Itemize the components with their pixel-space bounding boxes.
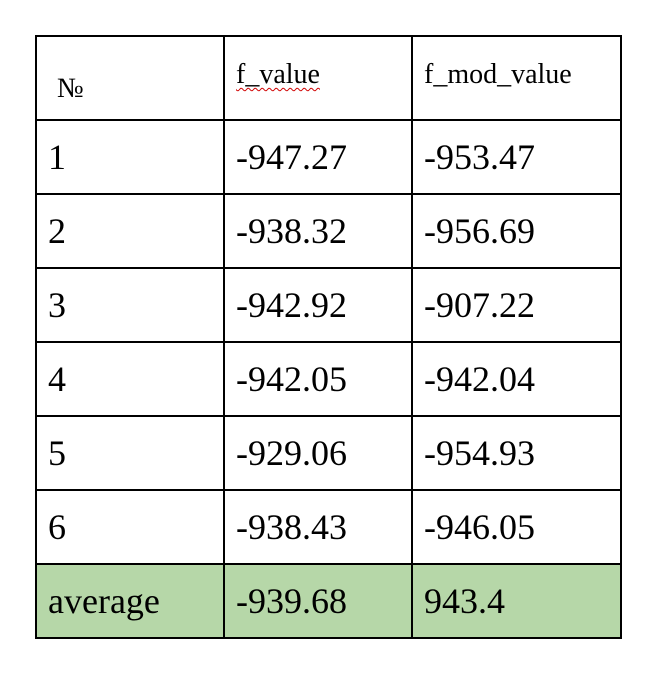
header-number: № — [35, 35, 225, 121]
row-number: 2 — [35, 193, 225, 269]
header-row: № f_value f_mod_value — [35, 35, 622, 121]
row-number: 5 — [35, 415, 225, 491]
average-f-mod-value: 943.4 — [411, 563, 622, 639]
results-table: № f_value f_mod_value 1 -947.27 -953.47 … — [35, 35, 622, 639]
average-f-value: -939.68 — [223, 563, 413, 639]
row-number: 1 — [35, 119, 225, 195]
f-value-cell: -942.05 — [223, 341, 413, 417]
f-value-cell: -942.92 — [223, 267, 413, 343]
table-row: 6 -938.43 -946.05 — [35, 489, 622, 565]
row-number: 4 — [35, 341, 225, 417]
header-f-mod-value: f_mod_value — [411, 35, 622, 121]
average-row: average -939.68 943.4 — [35, 563, 622, 639]
f-mod-value-cell: -956.69 — [411, 193, 622, 269]
header-f-value-label: f_value — [236, 59, 320, 90]
f-mod-value-cell: -907.22 — [411, 267, 622, 343]
f-value-cell: -938.32 — [223, 193, 413, 269]
average-label: average — [35, 563, 225, 639]
f-mod-value-cell: -942.04 — [411, 341, 622, 417]
table-row: 4 -942.05 -942.04 — [35, 341, 622, 417]
table-row: 3 -942.92 -907.22 — [35, 267, 622, 343]
table-row: 1 -947.27 -953.47 — [35, 119, 622, 195]
table-row: 5 -929.06 -954.93 — [35, 415, 622, 491]
f-value-cell: -938.43 — [223, 489, 413, 565]
f-mod-value-cell: -953.47 — [411, 119, 622, 195]
f-value-cell: -929.06 — [223, 415, 413, 491]
f-value-cell: -947.27 — [223, 119, 413, 195]
row-number: 6 — [35, 489, 225, 565]
row-number: 3 — [35, 267, 225, 343]
table-row: 2 -938.32 -956.69 — [35, 193, 622, 269]
f-mod-value-cell: -946.05 — [411, 489, 622, 565]
header-f-value: f_value — [223, 35, 413, 121]
f-mod-value-cell: -954.93 — [411, 415, 622, 491]
